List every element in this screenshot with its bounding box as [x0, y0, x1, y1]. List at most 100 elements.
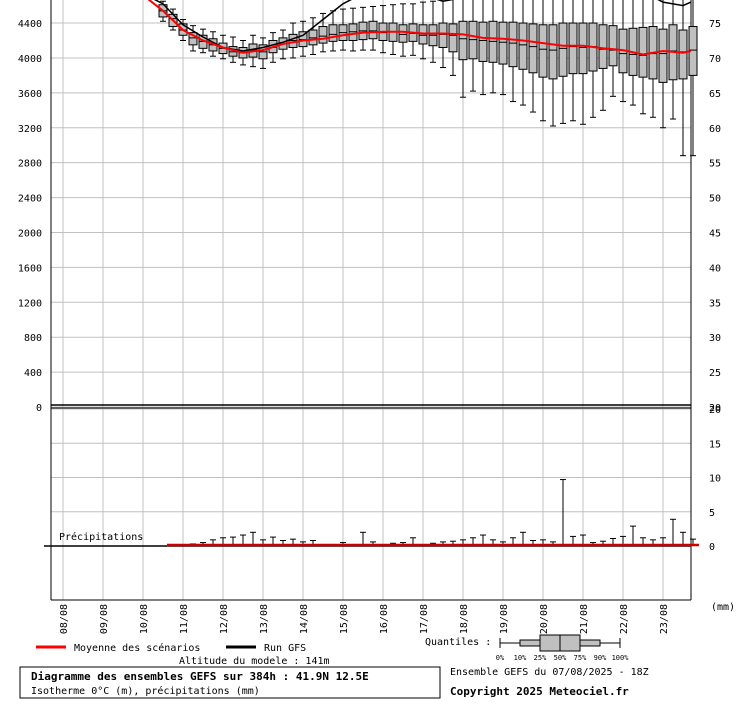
quantile-label: 75% — [574, 654, 587, 662]
ensemble-box — [338, 8, 348, 51]
box-iqr — [318, 26, 328, 44]
precipitation-panel: Précipitations (mm) — [59, 479, 735, 613]
x-tick-label: 13/08 — [259, 604, 270, 634]
ensemble-box — [448, 0, 458, 76]
ensemble-box — [508, 0, 518, 103]
ensemble-box — [548, 0, 558, 127]
x-tick-label: 23/08 — [659, 604, 670, 634]
x-tick-label: 20/08 — [539, 604, 550, 634]
x-tick-label: 21/08 — [579, 604, 590, 634]
ensemble-box — [258, 37, 268, 69]
precip-tick-label: 0 — [709, 542, 715, 553]
quantile-label: 25% — [534, 654, 547, 662]
ensemble-box — [558, 0, 568, 124]
left-tick-label: 400 — [24, 368, 42, 379]
right-tick-label: 45 — [709, 228, 721, 239]
box-iqr — [478, 21, 488, 62]
left-tick-label: 3200 — [18, 124, 42, 135]
x-tick-label: 19/08 — [499, 604, 510, 634]
x-tick-label: 16/08 — [379, 604, 390, 634]
left-tick-label: 2000 — [18, 228, 42, 239]
altitude-label: Altitude du modele : 141m — [179, 656, 330, 667]
box-iqr — [548, 24, 558, 80]
ensemble-box — [458, 0, 468, 98]
quantile-label: 10% — [514, 654, 527, 662]
x-tick-label: 22/08 — [619, 604, 630, 634]
right-tick-label: 35 — [709, 298, 721, 309]
ensemble-box — [428, 0, 438, 63]
right-tick-label: 30 — [709, 333, 721, 344]
left-tick-label: 4000 — [18, 54, 42, 65]
run-info: Ensemble GEFS du 07/08/2025 - 18Z — [450, 667, 649, 678]
box-iqr — [498, 21, 508, 65]
x-tick-label: 18/08 — [459, 604, 470, 634]
x-tick-label: 17/08 — [419, 604, 430, 634]
ensemble-box — [528, 0, 538, 113]
chart-subtitle: Isotherme 0°C (m), précipitations (mm) — [31, 685, 260, 697]
x-tick-label: 09/08 — [99, 604, 110, 634]
x-tick-label: 14/08 — [299, 604, 310, 634]
ensemble-box — [368, 5, 378, 51]
ensemble-box — [468, 0, 478, 92]
legend-mean-label: Moyenne des scénarios — [74, 642, 200, 654]
quantile-label: 90% — [594, 654, 607, 662]
series-lines — [147, 0, 692, 56]
box-iqr — [528, 23, 538, 74]
box-iqr — [558, 22, 568, 77]
ensemble-box — [478, 0, 488, 96]
box-iqr — [578, 22, 588, 75]
x-tick-label: 11/08 — [179, 604, 190, 634]
copyright: Copyright 2025 Meteociel.fr — [450, 685, 629, 698]
box-iqr — [508, 21, 518, 68]
box-iqr — [368, 20, 378, 40]
ensemble-box — [288, 22, 298, 59]
ensemble-box — [398, 3, 408, 57]
right-tick-label: 20 — [709, 403, 721, 414]
box-iqr — [458, 20, 468, 61]
right-tick-label: 50 — [709, 194, 721, 205]
ensemble-box — [318, 12, 328, 53]
ensemble-box — [188, 25, 198, 52]
precip-unit: (mm) — [711, 602, 735, 613]
precip-tick-label: 5 — [709, 508, 715, 519]
quantile-label: 100% — [612, 654, 630, 662]
right-tick-label: 60 — [709, 124, 721, 135]
right-tick-label: 25 — [709, 368, 721, 379]
left-tick-label: 4400 — [18, 19, 42, 30]
title-box — [19, 666, 441, 699]
x-tick-label: 12/08 — [219, 604, 230, 634]
right-tick-label: 65 — [709, 89, 721, 100]
precip-title: Précipitations — [59, 531, 143, 543]
ensemble-box — [498, 0, 508, 96]
ensemble-box — [358, 6, 368, 51]
ensemble-box — [518, 0, 528, 106]
legend: Moyenne des scénarios Run GFS Altitude d… — [36, 634, 630, 667]
precip-tick-label: 15 — [709, 439, 721, 450]
quantiles-label: Quantiles : — [425, 637, 491, 648]
gfs-run-line — [153, 0, 692, 52]
ensemble-box — [308, 17, 318, 55]
left-axis-ticks: 4400400036003200280024002000160012008004… — [18, 19, 42, 414]
ensemble-box — [348, 7, 358, 52]
x-tick-label: 08/08 — [59, 604, 70, 634]
ensemble-box — [538, 0, 548, 122]
right-tick-label: 55 — [709, 159, 721, 170]
left-tick-label: 2400 — [18, 194, 42, 205]
box-iqr — [598, 24, 608, 69]
x-tick-label: 15/08 — [339, 604, 350, 634]
right-tick-label: 40 — [709, 263, 721, 274]
ensemble-box — [658, 0, 668, 129]
box-iqr — [638, 26, 648, 78]
quantile-label: 50% — [554, 654, 567, 662]
right-tick-label: 75 — [709, 19, 721, 30]
left-tick-label: 3600 — [18, 89, 42, 100]
left-tick-label: 800 — [24, 333, 42, 344]
box-iqr — [538, 24, 548, 78]
quantile-glyph — [499, 634, 621, 652]
precip-tick-label: 10 — [709, 474, 721, 485]
ensemble-mean-line — [147, 0, 692, 56]
x-axis-labels: 08/08 09/08 10/08 11/08 12/08 13/08 14/08 15/08… — [59, 604, 670, 634]
chart-title: Diagramme des ensembles GEFS sur 384h : … — [31, 670, 369, 683]
box-iqr — [438, 22, 448, 48]
